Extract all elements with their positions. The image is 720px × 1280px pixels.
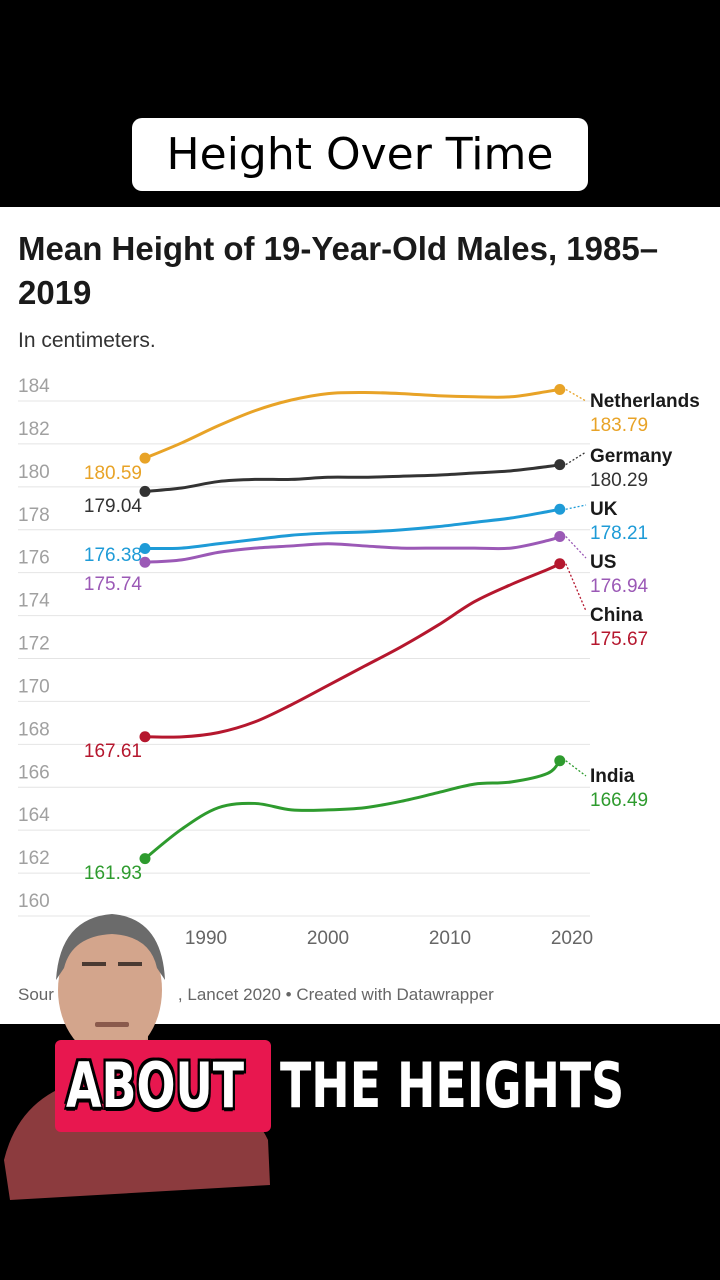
y-tick-label: 168 — [18, 719, 50, 740]
label-connector — [565, 760, 587, 777]
label-connector — [565, 504, 587, 510]
start-value-label: 179.04 — [84, 496, 143, 517]
source-label-left: Sour — [18, 985, 54, 1004]
series-name-label: China — [590, 605, 643, 626]
caption-words: THE HEIGHTS — [280, 1049, 625, 1122]
series-name-label: Germany — [590, 446, 673, 467]
data-point — [139, 452, 151, 464]
y-tick-label: 164 — [18, 805, 50, 826]
data-point — [554, 530, 566, 542]
source-label-right: , Lancet 2020 • Created with Datawrapper — [177, 985, 494, 1004]
x-tick-label: 2020 — [551, 928, 593, 947]
label-connector — [565, 563, 587, 612]
y-tick-label: 178 — [18, 505, 50, 526]
x-tick-label: 2000 — [307, 928, 349, 947]
series-line — [143, 759, 562, 861]
caption-word-highlighted: ABOUT — [66, 1049, 245, 1122]
start-value-label: 180.59 — [84, 463, 142, 484]
series-line — [143, 507, 562, 551]
start-value-label: 176.38 — [84, 545, 142, 566]
line-chart: 160 162 164 166 168 170 172 174 176 178 180 182 184 1… — [18, 376, 700, 947]
caption-highlight — [55, 1040, 271, 1132]
y-tick-label: 174 — [18, 591, 50, 612]
series-name-label: India — [590, 766, 635, 787]
series-line — [143, 534, 562, 564]
overlay-title: Height Over Time — [132, 118, 588, 191]
chart-title: Mean Height of 19-Year-Old Males, 1985–2… — [18, 230, 659, 311]
caption-banner: ABOUT THE HEIGHTS — [0, 1040, 720, 1136]
end-value-label: 178.21 — [590, 523, 648, 544]
y-tick-label: 162 — [18, 848, 50, 869]
data-point — [139, 853, 151, 865]
series-line — [143, 388, 562, 460]
label-connector — [565, 536, 587, 559]
data-point — [554, 459, 566, 471]
end-value-label: 180.29 — [590, 470, 648, 491]
end-value-label: 176.94 — [590, 576, 649, 597]
label-connector — [565, 388, 587, 402]
start-value-label: 167.61 — [84, 741, 142, 762]
data-point — [554, 558, 566, 570]
data-point — [139, 731, 151, 743]
chart-subtitle: In centimeters. — [18, 329, 156, 352]
x-tick-label: 2010 — [429, 928, 471, 947]
chart-source: Sour , Lancet 2020 • Created with Datawra… — [18, 985, 494, 1005]
data-point — [139, 485, 151, 497]
end-value-label: 175.67 — [590, 629, 648, 650]
end-value-label: 183.79 — [590, 415, 648, 436]
series-line — [143, 562, 562, 739]
y-tick-label: 166 — [18, 762, 50, 783]
y-tick-label: 160 — [18, 891, 50, 912]
y-tick-label: 170 — [18, 676, 50, 697]
label-connector — [565, 451, 587, 466]
data-point — [554, 755, 566, 767]
start-value-label: 175.74 — [84, 574, 143, 595]
data-point — [139, 543, 151, 555]
y-tick-label: 172 — [18, 634, 50, 655]
series-line — [143, 463, 562, 493]
series-name-label: Netherlands — [590, 391, 700, 412]
y-tick-label: 182 — [18, 419, 50, 440]
series-name-label: US — [590, 552, 616, 573]
data-point — [554, 503, 566, 515]
series-name-label: UK — [590, 499, 618, 520]
data-point — [554, 384, 566, 396]
end-value-label: 166.49 — [590, 790, 648, 811]
x-tick-label: 1990 — [185, 928, 227, 947]
data-point — [139, 556, 151, 568]
y-tick-label: 176 — [18, 548, 50, 569]
y-tick-label: 180 — [18, 462, 50, 483]
y-tick-label: 184 — [18, 376, 50, 397]
start-value-label: 161.93 — [84, 863, 142, 884]
